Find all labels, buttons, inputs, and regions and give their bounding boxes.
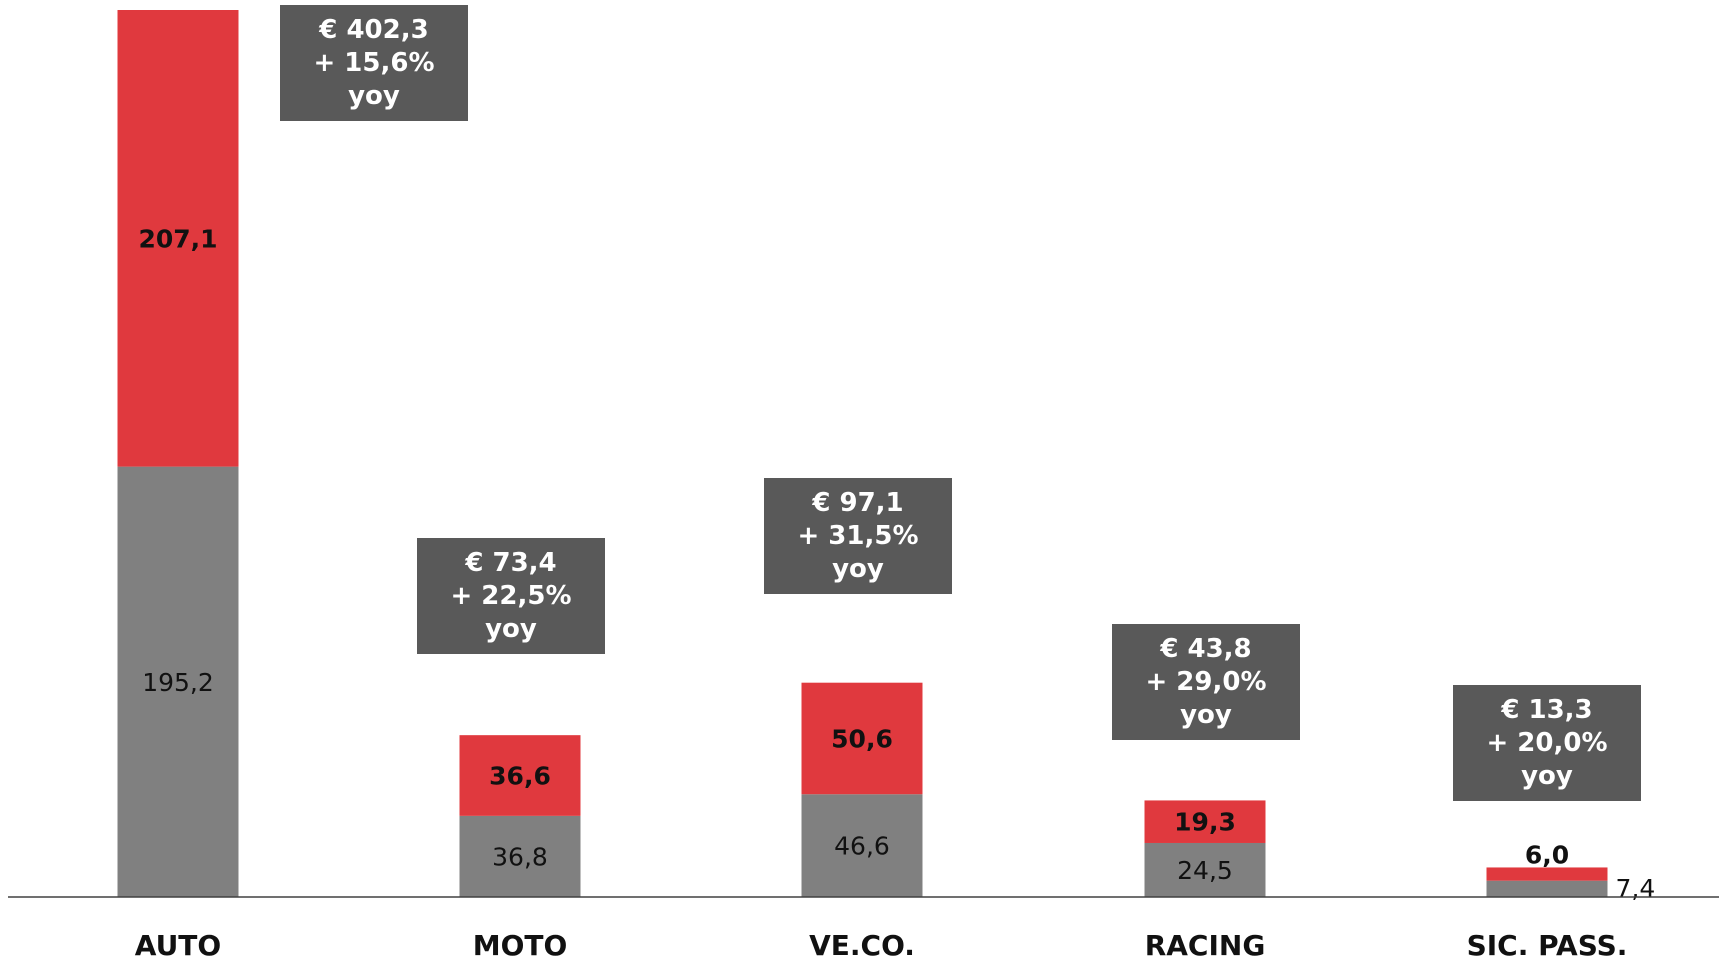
bar-moto-segment-2	[459, 735, 581, 816]
annotation-box-sic-pass	[1453, 685, 1641, 801]
annotation-box-racing	[1112, 624, 1300, 740]
annotation-racing: € 43,8+ 29,0%yoy	[1112, 624, 1300, 740]
bar-moto-segment-1	[459, 815, 581, 897]
annotation-text-ve-co-line-1: € 97,1	[811, 488, 903, 518]
annotation-text-racing-line-1: € 43,8	[1159, 634, 1251, 664]
category-label-racing: RACING	[1145, 929, 1266, 962]
annotation-text-auto-line-1: € 402,3	[318, 15, 428, 45]
annotation-text-ve-co-line-3: yoy	[832, 554, 884, 584]
category-label-auto: AUTO	[135, 929, 221, 962]
annotation-text-moto-line-2: + 22,5%	[450, 581, 571, 611]
bar-racing-segment-1	[1144, 842, 1266, 897]
annotation-text-sic-pass-line-2: + 20,0%	[1486, 728, 1607, 758]
bar-sic-pass-segment-1	[1486, 880, 1608, 897]
bar-sic-pass-segment-2	[1486, 867, 1608, 881]
value-label-sic-pass-segment-1: 7,4	[1616, 874, 1656, 903]
annotation-ve-co: € 97,1+ 31,5%yoy	[764, 478, 952, 594]
bar-ve-co-segment-2	[801, 682, 923, 795]
value-label-moto-segment-1: 36,8	[492, 842, 548, 871]
annotation-text-racing-line-3: yoy	[1180, 700, 1232, 730]
annotation-box-auto	[280, 5, 468, 121]
category-label-moto: MOTO	[473, 929, 568, 962]
annotation-moto: € 73,4+ 22,5%yoy	[417, 538, 605, 654]
annotation-box-moto	[417, 538, 605, 654]
annotation-sic-pass: € 13,3+ 20,0%yoy	[1453, 685, 1641, 801]
annotation-text-auto-line-2: + 15,6%	[313, 48, 434, 78]
annotation-text-moto-line-3: yoy	[485, 614, 537, 644]
value-label-auto-segment-2: 207,1	[138, 224, 217, 253]
annotation-text-ve-co-line-2: + 31,5%	[797, 521, 918, 551]
value-label-ve-co-segment-2: 50,6	[831, 724, 893, 753]
annotation-text-moto-line-1: € 73,4	[464, 548, 556, 578]
annotation-text-sic-pass-line-3: yoy	[1521, 761, 1573, 791]
annotation-text-sic-pass-line-1: € 13,3	[1500, 695, 1592, 725]
value-label-ve-co-segment-1: 46,6	[834, 832, 890, 861]
bar-racing-segment-2	[1144, 800, 1266, 843]
bar-auto-segment-2	[117, 10, 239, 467]
value-label-moto-segment-2: 36,6	[489, 762, 551, 791]
category-label-ve-co: VE.CO.	[809, 929, 915, 962]
annotation-box-ve-co	[764, 478, 952, 594]
annotation-auto: € 402,3+ 15,6%yoy	[280, 5, 468, 121]
category-label-sic-pass: SIC. PASS.	[1467, 929, 1628, 962]
value-label-racing-segment-2: 19,3	[1174, 808, 1236, 837]
value-label-sic-pass-segment-2: 6,0	[1525, 840, 1569, 869]
annotation-text-racing-line-2: + 29,0%	[1145, 667, 1266, 697]
bar-auto-segment-1	[117, 466, 239, 897]
value-label-auto-segment-1: 195,2	[142, 668, 214, 697]
value-label-racing-segment-1: 24,5	[1177, 856, 1233, 885]
bar-ve-co-segment-1	[801, 794, 923, 897]
annotation-text-auto-line-3: yoy	[348, 81, 400, 111]
